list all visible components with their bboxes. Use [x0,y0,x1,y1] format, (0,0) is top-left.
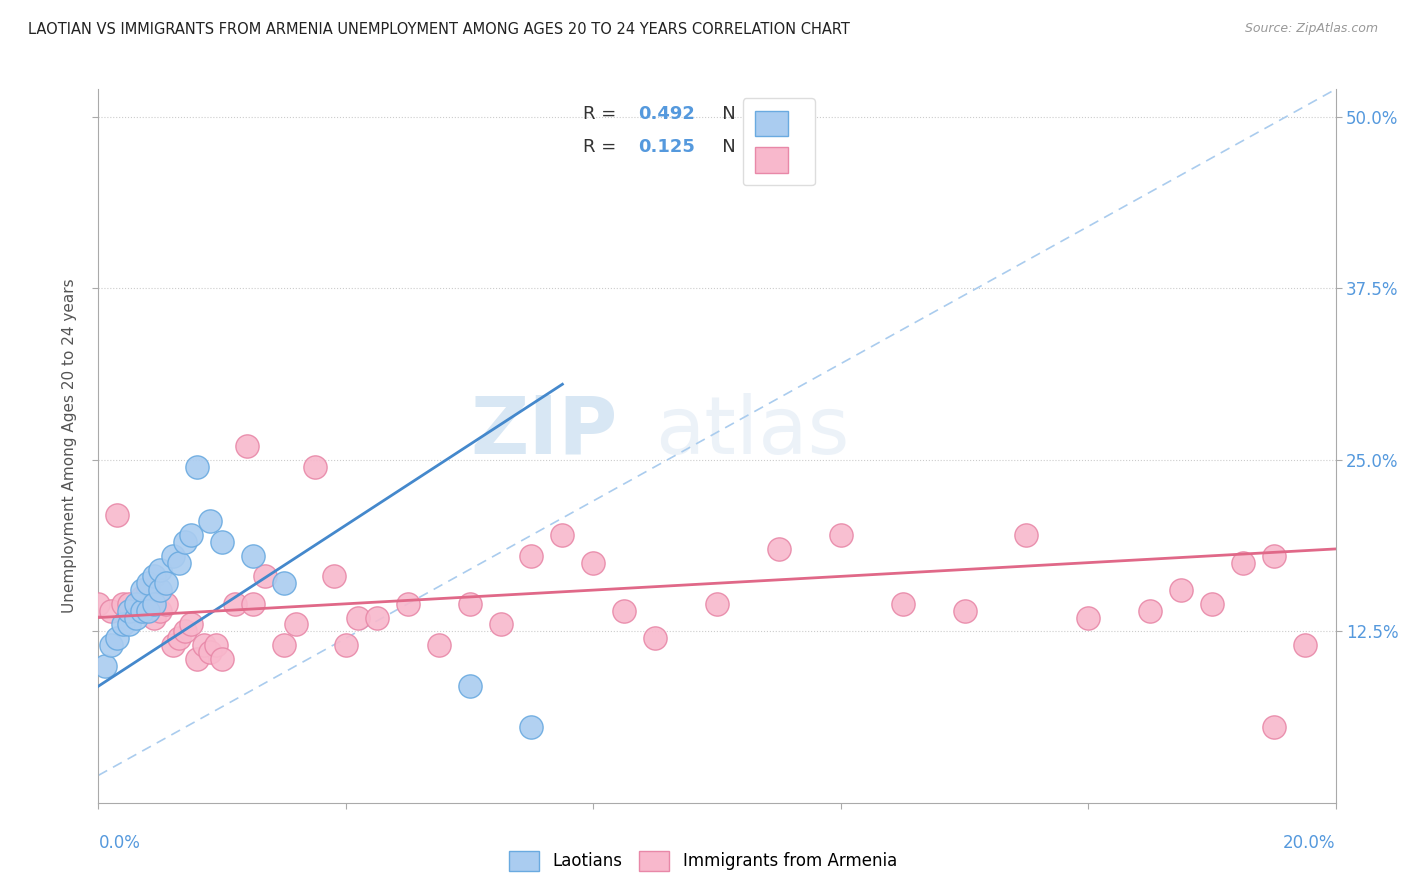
Text: R =: R = [583,105,623,123]
Text: 28: 28 [766,105,792,123]
Point [198,645,221,659]
Point [254,569,277,583]
Point [167,631,190,645]
Text: LAOTIAN VS IMMIGRANTS FROM ARMENIA UNEMPLOYMENT AMONG AGES 20 TO 24 YEARS CORREL: LAOTIAN VS IMMIGRANTS FROM ARMENIA UNEMP… [28,22,851,37]
Point [706,597,728,611]
Point [105,631,128,645]
Point [93,658,115,673]
Text: 54: 54 [766,137,792,156]
Legend: , : , [742,98,815,186]
Point [136,604,159,618]
Point [1139,604,1161,618]
Text: 20.0%: 20.0% [1284,834,1336,852]
Point [1170,583,1192,598]
Point [167,556,190,570]
Text: Source: ZipAtlas.com: Source: ZipAtlas.com [1244,22,1378,36]
Point [285,617,308,632]
Point [211,535,233,549]
Point [136,576,159,591]
Point [489,617,512,632]
Point [1015,528,1038,542]
Point [143,569,166,583]
Point [520,549,543,563]
Point [180,617,202,632]
Point [1294,638,1316,652]
Text: 0.492: 0.492 [638,105,695,123]
Point [273,576,295,591]
Point [347,610,370,624]
Point [211,651,233,665]
Point [149,604,172,618]
Text: 0.0%: 0.0% [98,834,141,852]
Point [236,439,259,453]
Point [100,638,122,652]
Point [458,597,481,611]
Point [174,535,197,549]
Point [273,638,295,652]
Point [118,604,141,618]
Point [1263,549,1285,563]
Point [87,597,110,611]
Point [242,549,264,563]
Point [198,515,221,529]
Point [1201,597,1223,611]
Point [105,508,128,522]
Point [205,638,228,652]
Point [180,528,202,542]
Text: R =: R = [583,137,623,156]
Point [143,610,166,624]
Point [162,549,184,563]
Y-axis label: Unemployment Among Ages 20 to 24 years: Unemployment Among Ages 20 to 24 years [62,278,77,614]
Point [118,597,141,611]
Point [124,610,146,624]
Point [551,528,574,542]
Point [335,638,357,652]
Text: atlas: atlas [655,392,849,471]
Point [155,597,177,611]
Point [112,617,135,632]
Point [162,638,184,652]
Text: 0.125: 0.125 [638,137,695,156]
Point [100,604,122,618]
Point [830,528,852,542]
Point [186,651,208,665]
Point [118,617,141,632]
Point [131,590,153,604]
Point [143,597,166,611]
Point [124,604,146,618]
Point [155,576,177,591]
Point [322,569,344,583]
Point [242,597,264,611]
Point [1232,556,1254,570]
Point [644,631,666,645]
Point [396,597,419,611]
Point [613,604,636,618]
Point [304,459,326,474]
Point [1263,720,1285,734]
Point [891,597,914,611]
Point [224,597,246,611]
Point [953,604,976,618]
Point [193,638,215,652]
Point [458,679,481,693]
Point [112,597,135,611]
Point [520,720,543,734]
Text: N =: N = [704,105,762,123]
Legend: Laotians, Immigrants from Armenia: Laotians, Immigrants from Armenia [501,842,905,880]
Point [149,562,172,576]
Point [174,624,197,639]
Point [136,583,159,598]
Text: ZIP: ZIP [471,392,619,471]
Point [427,638,450,652]
Text: N =: N = [704,137,762,156]
Point [186,459,208,474]
Point [1077,610,1099,624]
Point [768,541,790,556]
Point [582,556,605,570]
Point [124,597,146,611]
Point [131,583,153,598]
Point [149,583,172,598]
Point [131,604,153,618]
Point [366,610,388,624]
